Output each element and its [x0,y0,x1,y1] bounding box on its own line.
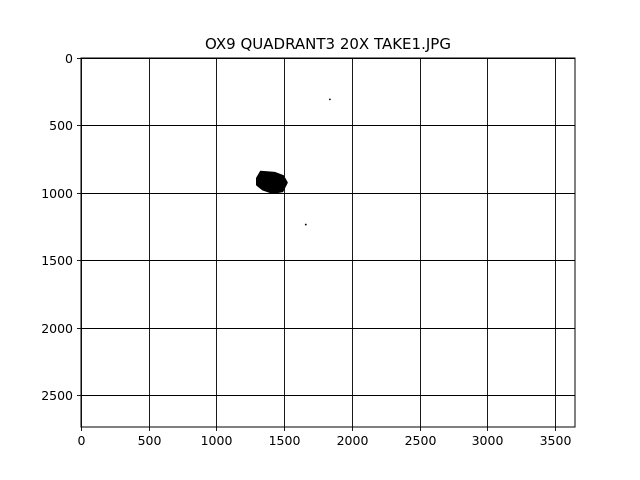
plot-frame [80,57,576,428]
particle-point [304,223,307,226]
y-tick-label: 500 [49,118,73,133]
x-tick-label: 3000 [472,433,504,448]
x-tick-label: 2500 [405,433,437,448]
grid-layer [81,58,575,427]
chart-title: OX9 QUADRANT3 20X TAKE1.JPG [205,35,451,53]
y-tick-label: 1500 [41,253,73,268]
y-tick-label: 2000 [41,321,73,336]
x-tick-label: 2000 [337,433,369,448]
x-tick-label: 0 [78,433,86,448]
y-tick-label: 0 [65,51,73,66]
marks-layer [256,98,331,226]
x-tick-label: 500 [138,433,162,448]
x-tick-label: 1500 [269,433,301,448]
ticks-layer: 0 500 1000 1500 2000 2500 3000 3500 0 500 1000 1500… [41,51,571,448]
particle-blob [256,170,288,194]
x-tick-label: 1000 [201,433,233,448]
particle-point [328,98,331,101]
x-tick-label: 3500 [540,433,572,448]
y-tick-label: 2500 [41,388,73,403]
y-tick-label: 1000 [41,186,73,201]
